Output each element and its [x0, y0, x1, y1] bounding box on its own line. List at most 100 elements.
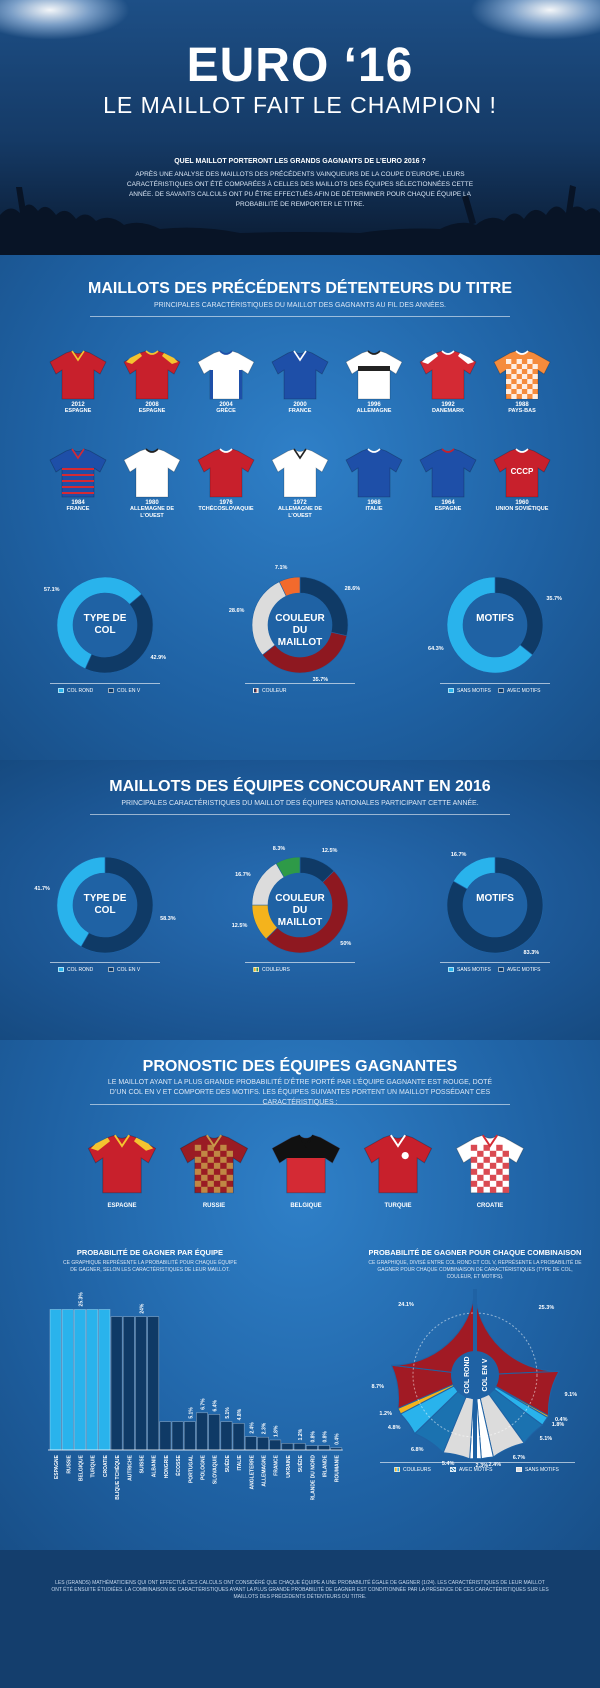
stadium-light-left [0, 0, 130, 40]
jersey-collar [114, 1134, 130, 1148]
jersey-body [49, 448, 107, 498]
combo-pct-label: 24.1% [398, 1302, 414, 1309]
bar-8 [135, 1316, 147, 1451]
winner-country: BELGIQUE [290, 1203, 322, 1209]
jersey-body [271, 448, 329, 498]
legend-swatch [253, 688, 259, 693]
donut-hole [268, 593, 332, 657]
combo-pct-label: 5.1% [539, 1436, 553, 1443]
jersey-year: 2012 [71, 402, 85, 408]
jersey-check [470, 1144, 478, 1151]
bar-7 [122, 1316, 135, 1451]
combo-legend-colors: COULEURS [403, 1467, 431, 1473]
jersey-check [207, 1156, 214, 1163]
winner-jersey: 1988 PAYS-BAS [489, 350, 555, 415]
bar-value-label: 1.2% [298, 1428, 304, 1440]
jersey-check [527, 369, 533, 374]
jersey-collar [71, 448, 85, 460]
section2-subtitle: PRINCIPALES CARACTÉRISTIQUES DU MAILLOT … [121, 800, 479, 807]
s2-couleur-pct-label: 12.5% [231, 922, 248, 929]
jersey-year: 1992 [441, 402, 455, 408]
bar-category-label: HONGRIE [164, 1454, 170, 1478]
jersey-country: ITALIE [365, 506, 383, 512]
jersey-country: PAYS-BAS [508, 408, 536, 414]
jersey-check [496, 1180, 503, 1187]
page-title: EURO ‘16 [186, 39, 414, 92]
bar-value-label: 2.4% [249, 1422, 255, 1434]
bar-category-label: SUÈDE [223, 1454, 231, 1472]
section2-rule [90, 814, 510, 815]
combo-inner-left-label: COL ROND [464, 1356, 471, 1393]
s1-couleur-legend: COULEUR [245, 683, 355, 695]
bar-20 [281, 1443, 294, 1451]
legend-label: COULEUR [262, 688, 287, 694]
page-subtitle: LE MAILLOT FAIT LE CHAMPION ! [103, 92, 497, 118]
predicted-winner-jersey: ESPAGNE [82, 1134, 162, 1209]
s1-col-pct-label: 42.9% [150, 655, 167, 662]
bar-category-label: ROUMANIE [335, 1454, 341, 1482]
combo-chart-legend: COULEURS AVEC MOTIFS SANS MOTIFS [380, 1462, 575, 1474]
jersey-body [197, 350, 255, 400]
combo-pct-label: 2.3% [475, 1462, 489, 1469]
jersey-check [527, 379, 533, 384]
legend-swatch [448, 967, 454, 972]
s1-motifs-pct-label: 64.3% [428, 645, 444, 652]
bar-category-label: FRANCE [274, 1454, 280, 1475]
bar-value-label: 25.3% [79, 1292, 85, 1307]
predicted-winner-jersey: CROATIE [450, 1134, 530, 1209]
jersey-check [527, 389, 533, 394]
jersey-body [345, 448, 403, 498]
jersey-year: 1964 [441, 500, 455, 506]
jersey-collar [367, 350, 381, 355]
jersey-check [496, 1156, 503, 1163]
jersey-collar [515, 350, 529, 355]
legend-label: COL EN V [117, 688, 141, 694]
jersey-check [516, 379, 522, 384]
jersey-check [194, 1180, 202, 1187]
jersey-country: FRANCE [288, 408, 312, 414]
bar-22 [305, 1445, 318, 1451]
legend-item: SANS MOTIFS [448, 967, 491, 973]
jersey-check [489, 1150, 497, 1157]
intro-question: QUEL MAILLOT PORTERONT LES GRANDS GAGNAN… [174, 158, 426, 165]
legend-swatch [108, 967, 114, 972]
winner-jersey: 1968 ITALIE [341, 448, 407, 513]
jersey-year: 1972 [293, 500, 307, 506]
s1-motifs-pct-label: 35.7% [546, 596, 562, 603]
jersey-icon [455, 1134, 525, 1194]
combo-pct-label: 6.8% [410, 1447, 424, 1454]
jersey-collar [515, 448, 529, 453]
jersey-body [419, 448, 477, 498]
bar-19 [269, 1439, 282, 1451]
jersey-year: 1988 [515, 402, 529, 408]
jersey-check [194, 1156, 202, 1163]
bar-1 [49, 1309, 62, 1451]
bar-category-label: POLOGNE [201, 1454, 207, 1480]
s2-couleur-donut [251, 856, 349, 954]
jersey-check [483, 1156, 490, 1163]
bar-23 [318, 1445, 330, 1451]
jersey-check [521, 394, 528, 399]
s1-couleur-pct-label: 35.7% [312, 676, 329, 683]
jersey-stripe [62, 468, 94, 470]
jersey-country: FRANCE [66, 506, 90, 512]
combo-legend-with-patterns: AVEC MOTIFS [459, 1467, 493, 1473]
jersey-check [489, 1162, 497, 1169]
jersey-collar [71, 350, 85, 362]
bar-category-label: TURQUIE [91, 1454, 97, 1477]
s2-motifs-pct-label: 83.3% [523, 950, 540, 957]
legend-item: COL ROND [58, 967, 93, 973]
bar-category-label: SUÈDE [296, 1454, 304, 1472]
jersey-collar [482, 1134, 498, 1148]
jersey-stripe [62, 492, 94, 494]
combo-pct-label: 6.7% [512, 1454, 526, 1461]
jersey-check [194, 1168, 202, 1175]
s2-couleur-pct-label: 8.3% [272, 845, 286, 852]
bar-chart-subtitle: CE GRAPHIQUE REPRÉSENTE LA PROBABILITÉ P… [63, 1260, 237, 1273]
bar-value-label: 0.8% [310, 1431, 316, 1443]
jersey-collar [390, 1134, 406, 1148]
section-predictions [0, 1040, 600, 1550]
bar-category-label: ANGLETERRE [249, 1454, 255, 1489]
combo-pct-label: 9.1% [564, 1392, 578, 1399]
jersey-check [220, 1156, 227, 1163]
